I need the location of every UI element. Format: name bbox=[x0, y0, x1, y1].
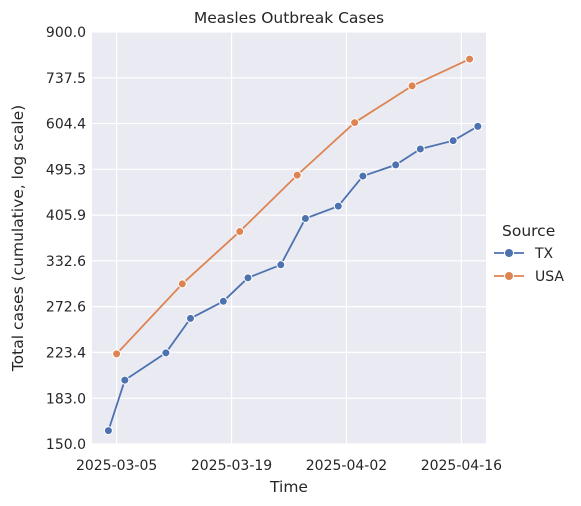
data-point-usa bbox=[177, 279, 187, 289]
data-point-tx bbox=[473, 121, 483, 131]
x-tick-labels: 2025-03-05 2025-03-19 2025-04-02 2025-04-16 bbox=[76, 458, 502, 474]
y-tick-label: 223.4 bbox=[46, 345, 86, 361]
data-point-tx bbox=[415, 144, 425, 154]
data-point-usa bbox=[235, 226, 245, 236]
legend-marker-tx bbox=[504, 248, 514, 258]
y-tick-label: 604.4 bbox=[46, 117, 86, 133]
legend-label-usa: USA bbox=[535, 269, 564, 285]
data-point-tx bbox=[186, 313, 195, 323]
data-point-tx bbox=[103, 426, 113, 436]
legend-title: Source bbox=[502, 222, 555, 240]
y-tick-label: 495.3 bbox=[46, 162, 86, 178]
y-tick-label: 737.5 bbox=[46, 71, 86, 87]
y-tick-label: 272.6 bbox=[46, 300, 86, 316]
data-point-tx bbox=[358, 171, 368, 181]
data-point-usa bbox=[350, 118, 360, 128]
data-point-tx bbox=[333, 201, 343, 211]
y-tick-label: 332.6 bbox=[46, 254, 86, 270]
series-line-tx bbox=[107, 125, 479, 431]
data-point-usa bbox=[112, 349, 122, 359]
data-point-tx bbox=[218, 296, 228, 306]
data-point-tx bbox=[120, 375, 130, 385]
x-tick-label: 2025-03-19 bbox=[191, 458, 272, 474]
grid-lines bbox=[92, 31, 486, 445]
y-tick-labels: 150.0 183.0 223.4 272.6 332.6 405.9 495.3 604.4… bbox=[46, 25, 86, 453]
x-tick-label: 2025-04-16 bbox=[421, 458, 502, 474]
data-point-tx bbox=[448, 136, 458, 146]
data-point-usa bbox=[407, 81, 417, 91]
series-usa bbox=[112, 54, 475, 359]
y-tick-label: 900.0 bbox=[46, 25, 86, 41]
legend-marker-usa bbox=[504, 271, 514, 281]
data-point-usa bbox=[465, 54, 475, 64]
data-point-tx bbox=[391, 160, 401, 170]
legend-label-tx: TX bbox=[534, 246, 554, 262]
plot-background bbox=[92, 32, 486, 444]
data-point-tx bbox=[243, 273, 253, 283]
x-tick-label: 2025-03-05 bbox=[76, 458, 157, 474]
legend-item-usa: USA bbox=[494, 269, 564, 285]
x-axis-label: Time bbox=[269, 478, 308, 496]
data-point-tx bbox=[161, 348, 171, 358]
legend: Source TX USA bbox=[494, 222, 564, 285]
chart-title: Measles Outbreak Cases bbox=[194, 9, 384, 27]
y-tick-label: 150.0 bbox=[46, 437, 86, 453]
data-point-tx bbox=[300, 213, 310, 223]
legend-item-tx: TX bbox=[494, 246, 554, 262]
series-tx bbox=[103, 121, 483, 436]
data-point-tx bbox=[276, 260, 286, 270]
data-point-usa bbox=[292, 170, 302, 180]
series-layer bbox=[103, 54, 483, 436]
y-tick-label: 183.0 bbox=[46, 391, 86, 407]
x-tick-label: 2025-04-02 bbox=[306, 458, 387, 474]
y-axis-label: Total cases (cumulative, log scale) bbox=[9, 105, 27, 372]
y-tick-label: 405.9 bbox=[46, 208, 86, 224]
